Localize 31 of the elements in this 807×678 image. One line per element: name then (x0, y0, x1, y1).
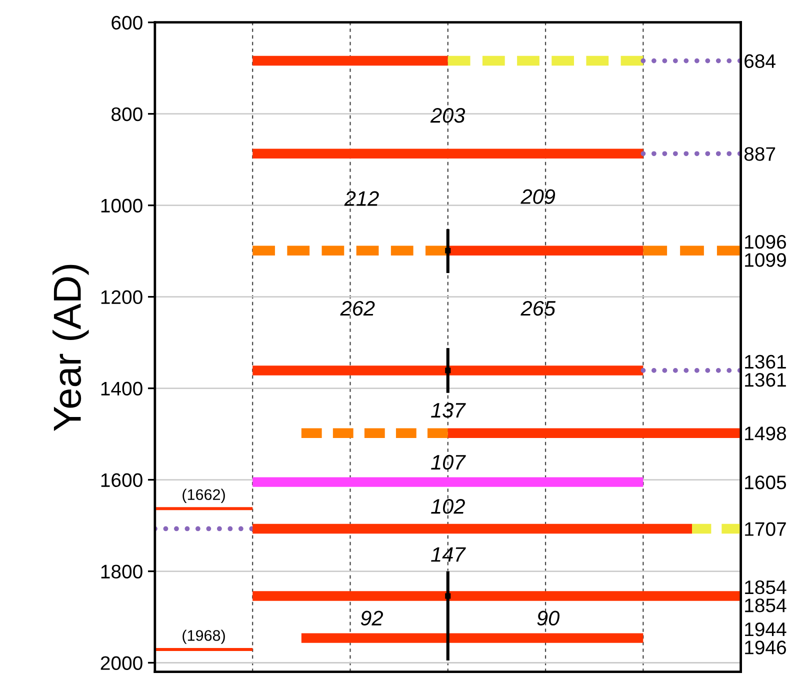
y2-tick-label: 1498 (745, 426, 786, 440)
annotation: 262 (340, 300, 375, 316)
y-tick-label: 1800 (101, 564, 142, 579)
annotation: 102 (431, 499, 465, 514)
annotation: 212 (344, 191, 379, 206)
annotation: 203 (430, 108, 466, 123)
y-tick-label: 1400 (101, 382, 142, 396)
series-label: (1662) (182, 488, 225, 504)
y2-tick-label: 1361 1361 (745, 354, 786, 387)
y-tick-label: 1200 (101, 290, 142, 304)
y2-tick-label: 1944 1946 (745, 622, 786, 654)
y-tick-label: 2000 (100, 656, 142, 670)
y-axis-title: Year (AD) (52, 264, 89, 431)
y2-tick-label: 887 (744, 147, 776, 161)
y2-tick-label: 1605 (745, 476, 786, 490)
y-tick-label: 1600 (101, 473, 142, 488)
y2-tick-label: 684 (744, 54, 776, 68)
annotation: 209 (520, 189, 556, 204)
series-label: (1968) (182, 630, 225, 644)
annotation: 265 (520, 300, 556, 316)
y-tick-label: 600 (112, 16, 142, 30)
annotation: 137 (431, 402, 466, 418)
annotation: 107 (431, 454, 466, 470)
y-tick-label: 800 (112, 107, 142, 122)
annotation: 90 (537, 610, 560, 626)
y2-tick-label: 1096 1099 (745, 235, 786, 267)
y2-tick-label: 1707 (745, 522, 786, 536)
y2-tick-label: 1854 1854 (745, 580, 786, 612)
annotation: 92 (360, 610, 384, 626)
y-tick-label: 1000 (101, 198, 142, 213)
annotation: 147 (431, 547, 466, 562)
